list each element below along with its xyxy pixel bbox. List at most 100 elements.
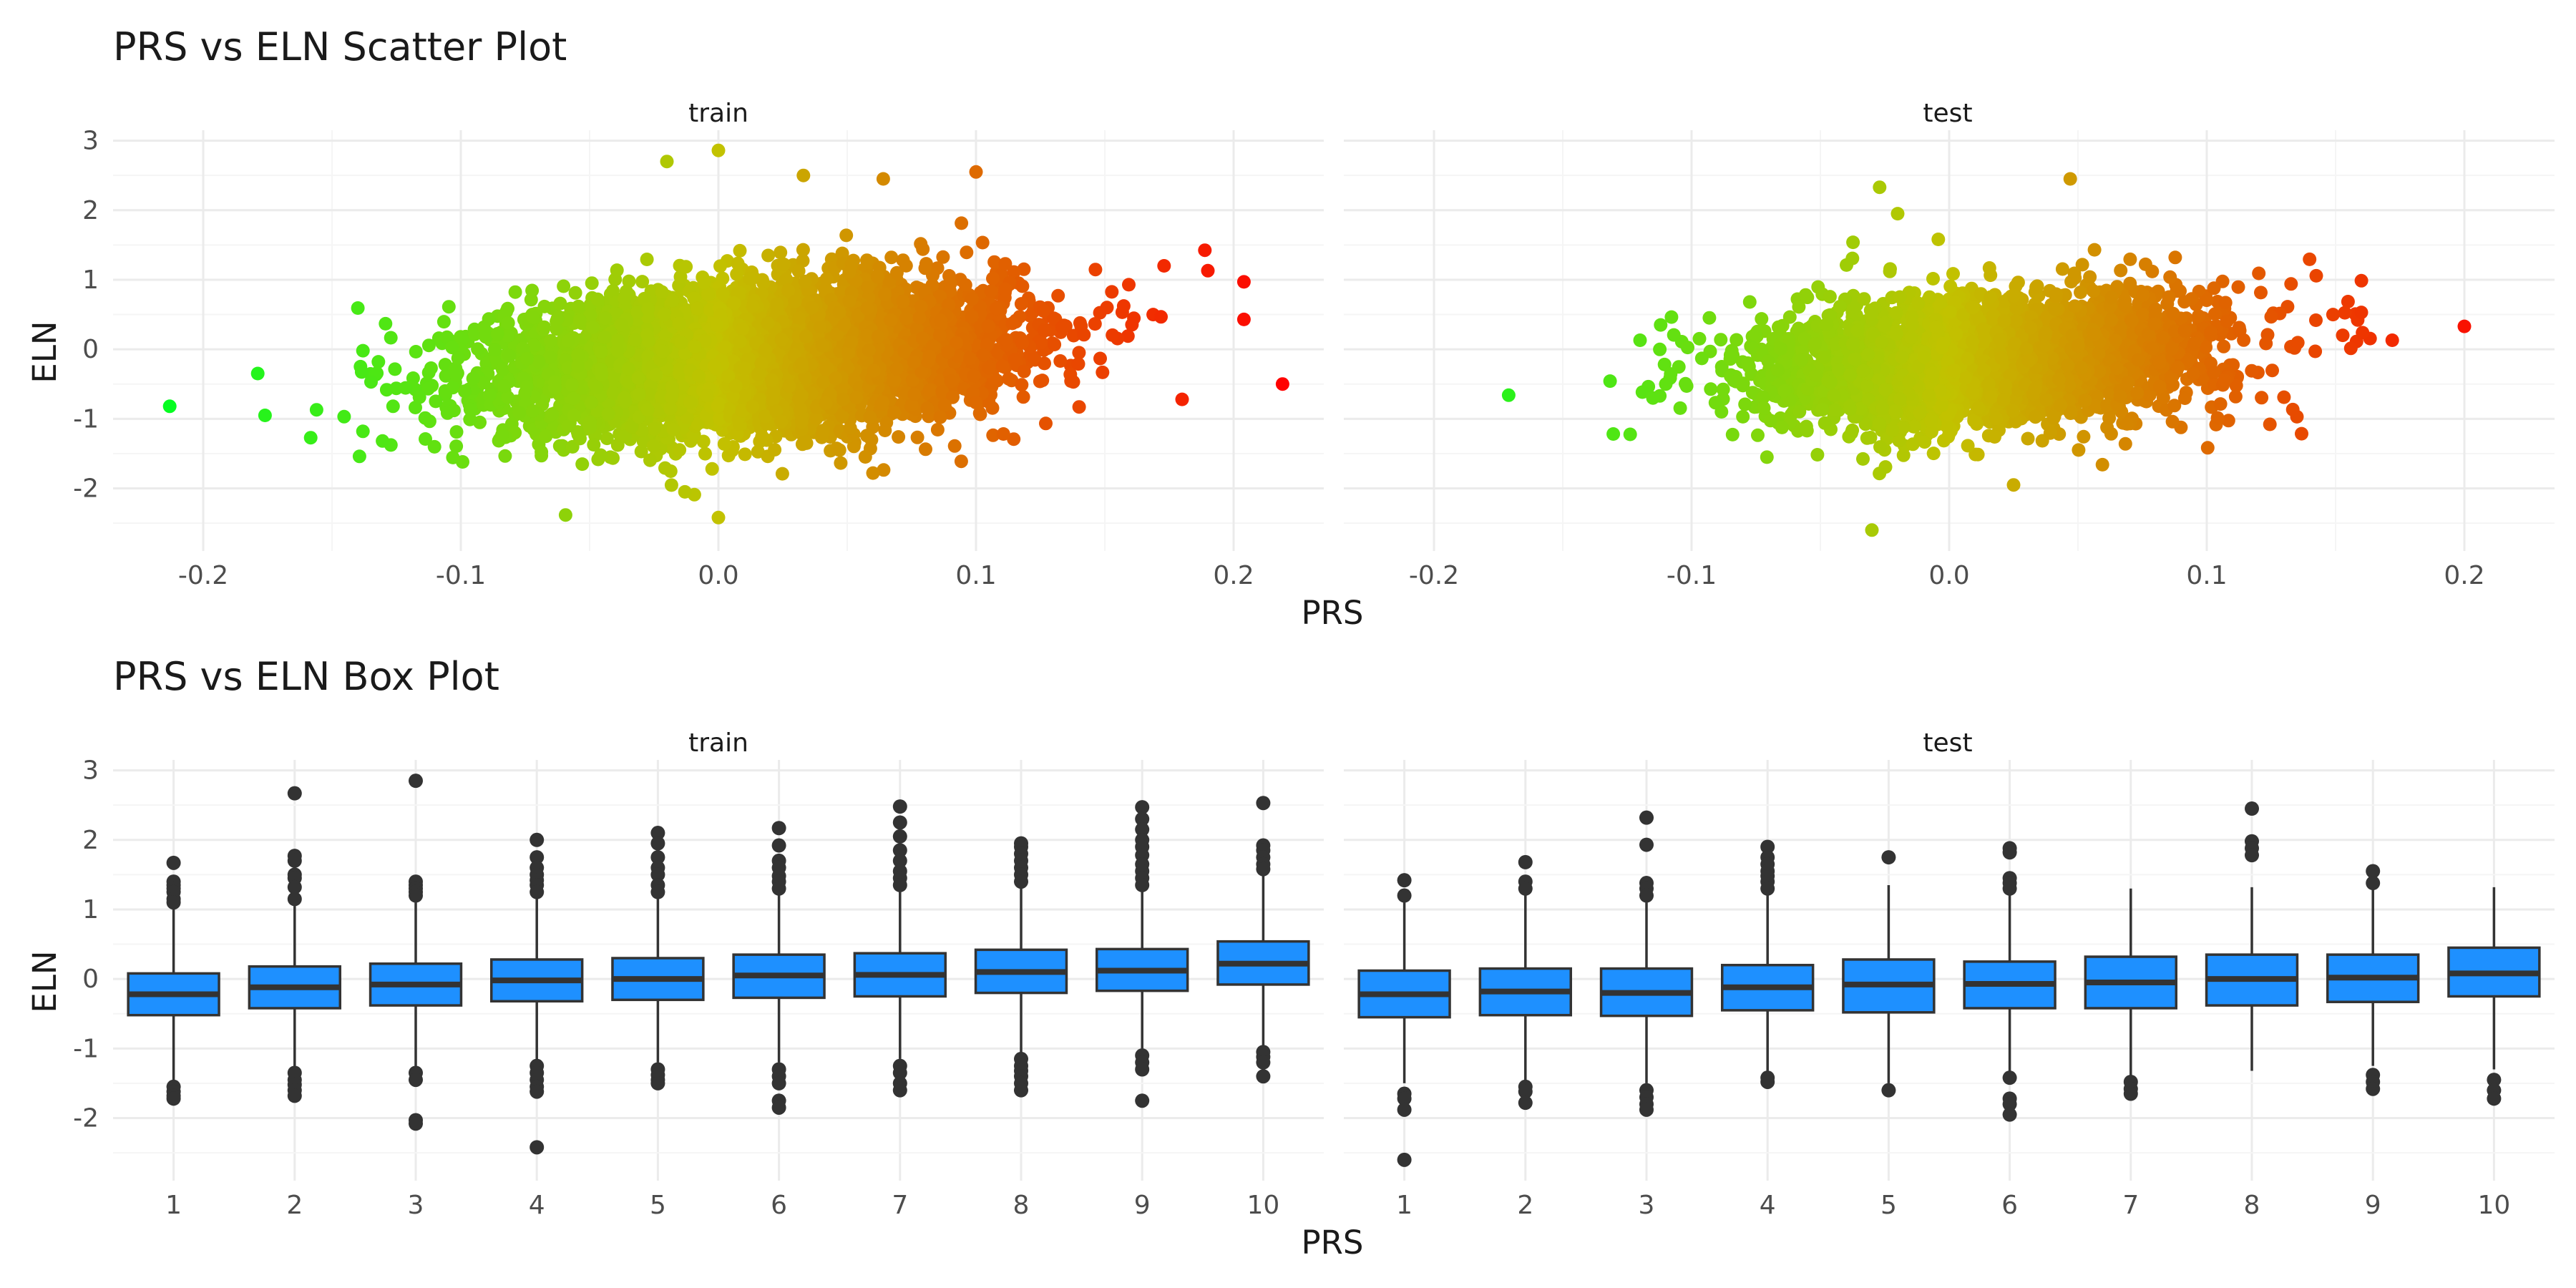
- data-point: [1053, 354, 1068, 368]
- data-point: [388, 362, 402, 376]
- data-point: [1038, 356, 1051, 371]
- data-point: [947, 439, 962, 453]
- data-point: [892, 430, 906, 444]
- data-point: [495, 428, 509, 442]
- data-point: [618, 291, 632, 306]
- data-point: [303, 431, 318, 445]
- data-point: [1008, 353, 1023, 367]
- data-point: [884, 250, 899, 265]
- data-point: [996, 427, 1010, 441]
- data-point: [427, 439, 441, 454]
- data-point: [544, 333, 558, 348]
- data-point: [859, 429, 874, 443]
- data-point: [696, 434, 711, 449]
- data-point: [590, 292, 605, 306]
- data-point: [863, 410, 877, 424]
- data-point: [495, 362, 509, 376]
- data-point: [1106, 328, 1120, 342]
- data-point: [376, 434, 390, 448]
- data-point: [635, 275, 650, 289]
- data-point: [640, 253, 654, 266]
- data-point: [634, 444, 648, 459]
- data-point: [422, 414, 436, 429]
- data-point: [600, 431, 614, 446]
- data-point: [975, 235, 990, 250]
- data-point: [923, 384, 937, 398]
- data-point: [582, 420, 597, 434]
- y-tick-label: 2: [82, 196, 99, 225]
- data-point: [1121, 329, 1135, 343]
- data-point: [1007, 432, 1021, 447]
- data-point: [1071, 357, 1085, 371]
- data-point: [250, 366, 265, 381]
- data-point: [1015, 279, 1030, 293]
- data-point: [419, 432, 432, 446]
- data-point: [1072, 346, 1086, 360]
- data-point: [525, 283, 540, 298]
- data-point: [498, 449, 512, 463]
- data-point: [456, 455, 469, 469]
- y-tick-label: -1: [73, 404, 99, 434]
- y-tick-label: -2: [73, 474, 99, 504]
- data-point: [502, 348, 517, 363]
- data-point: [955, 216, 969, 230]
- data-point: [567, 391, 581, 406]
- data-point: [557, 279, 571, 293]
- data-point: [919, 442, 932, 457]
- data-point: [354, 365, 369, 379]
- data-point: [835, 246, 849, 260]
- data-point: [364, 375, 378, 389]
- data-point: [1002, 371, 1016, 386]
- data-point: [497, 379, 511, 394]
- data-point: [910, 430, 924, 444]
- data-point: [698, 447, 712, 461]
- data-point: [436, 315, 451, 329]
- data-point: [916, 242, 930, 256]
- data-point: [1039, 416, 1053, 431]
- data-point: [965, 309, 979, 323]
- data-point: [731, 256, 745, 270]
- data-point: [930, 423, 945, 436]
- data-point: [508, 285, 522, 299]
- data-point: [412, 390, 426, 404]
- data-point: [568, 286, 582, 300]
- data-point: [834, 456, 848, 470]
- data-point: [409, 345, 423, 358]
- data-point: [565, 378, 579, 392]
- data-point: [755, 429, 769, 444]
- data-point: [1122, 278, 1136, 292]
- data-point: [899, 311, 913, 326]
- data-point: [440, 406, 454, 420]
- data-point: [587, 438, 601, 452]
- data-point: [1105, 285, 1119, 299]
- data-point: [768, 443, 782, 457]
- data-point: [499, 305, 513, 319]
- data-point: [1096, 365, 1110, 379]
- data-point: [424, 361, 438, 375]
- data-point: [775, 467, 789, 481]
- data-point: [691, 301, 704, 316]
- data-point: [471, 342, 485, 356]
- data-point: [646, 439, 660, 453]
- data-point: [622, 274, 636, 288]
- data-point: [839, 228, 854, 243]
- data-point: [1093, 351, 1107, 366]
- data-point: [1198, 243, 1212, 258]
- y-tick-label: 0: [82, 335, 99, 364]
- y-tick-label: 1: [82, 265, 99, 295]
- data-point: [761, 248, 776, 263]
- data-point: [351, 301, 365, 315]
- data-point: [553, 296, 567, 311]
- data-point: [878, 424, 892, 437]
- data-point: [539, 429, 553, 444]
- data-point: [887, 405, 902, 419]
- data-point: [643, 453, 657, 467]
- data-point: [558, 508, 572, 522]
- data-point: [606, 284, 620, 298]
- data-point: [552, 439, 567, 453]
- data-point: [1051, 288, 1065, 303]
- data-point: [1072, 400, 1086, 414]
- x-tick-label: 0.1: [955, 561, 996, 590]
- data-point: [463, 412, 477, 426]
